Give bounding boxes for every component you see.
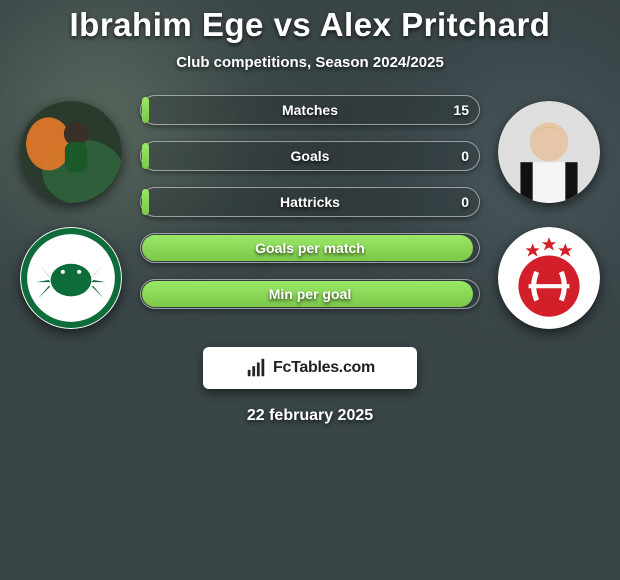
left-player-avatar (20, 101, 122, 203)
right-club-logo (498, 227, 600, 329)
right-side (494, 95, 604, 329)
comparison-row: Matches 15 Goals 0 Hattricks 0 Goals per… (0, 95, 620, 329)
logo-eye-r (77, 270, 81, 274)
page-title: Ibrahim Ege vs Alex Pritchard (0, 6, 620, 44)
bar-label: Goals per match (141, 234, 479, 262)
bar-value-right: 0 (461, 188, 469, 216)
content: Ibrahim Ege vs Alex Pritchard Club compe… (0, 0, 620, 425)
brand-text: FcTables.com (273, 359, 375, 377)
avatar-shirt-stripe-l (520, 162, 532, 203)
stat-bar-min-per-goal: Min per goal (140, 279, 480, 309)
bar-value-right: 15 (453, 96, 469, 124)
bar-label: Min per goal (141, 280, 479, 308)
brand-badge[interactable]: FcTables.com (203, 347, 417, 389)
right-player-avatar (498, 101, 600, 203)
date-label: 22 february 2025 (0, 407, 620, 425)
avatar-face (530, 122, 569, 161)
subtitle: Club competitions, Season 2024/2025 (0, 54, 620, 71)
bar-value-right: 0 (461, 142, 469, 170)
left-side (16, 95, 126, 329)
avatar-accent-orange (26, 117, 71, 170)
stat-bar-goals-per-match: Goals per match (140, 233, 480, 263)
stat-bar-goals: Goals 0 (140, 141, 480, 171)
left-club-logo (20, 227, 122, 329)
stat-bar-hattricks: Hattricks 0 (140, 187, 480, 217)
chart-icon (245, 357, 267, 379)
stat-bar-matches: Matches 15 (140, 95, 480, 125)
bar-label: Hattricks (141, 188, 479, 216)
avatar-body (65, 142, 87, 173)
bar-label: Goals (141, 142, 479, 170)
avatar-shirt-stripe-r (565, 162, 577, 203)
logo-eye-l (61, 270, 65, 274)
bar-label: Matches (141, 96, 479, 124)
stat-bars: Matches 15 Goals 0 Hattricks 0 Goals per… (140, 95, 480, 309)
